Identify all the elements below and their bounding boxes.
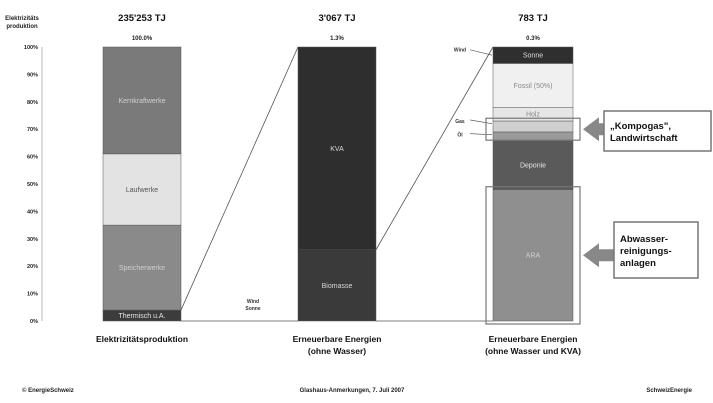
side-label: Sonne — [245, 306, 260, 312]
callout-text: Landwirtschaft — [610, 133, 678, 144]
callout-text: reinigungs- — [620, 246, 672, 257]
bar-segment — [492, 46, 574, 64]
bar-segment — [297, 46, 377, 251]
footer-center: Glashaus-Anmerkungen, 7. Juli 2007 — [300, 388, 405, 394]
callout-text: Abwasser- — [620, 234, 668, 245]
segment-label: Thermisch u.A. — [118, 313, 165, 320]
category-label: Elektrizitätsproduktion — [96, 334, 188, 344]
y-tick-label: 80% — [27, 100, 38, 106]
side-label: Öl — [457, 132, 463, 139]
segment-label: ARA — [526, 253, 541, 260]
callout-1: „Kompogas",Landwirtschaft — [583, 110, 712, 152]
bar-segment — [492, 63, 574, 108]
callout-group: „Kompogas",Landwirtschaft Abwasser-reinig… — [583, 110, 712, 279]
bar-3: 783 TJ 0.3% ARA Deponie Holz Fossil (50%) Sonn… — [485, 13, 581, 356]
callout-box — [613, 221, 699, 279]
y-tick-label: 30% — [27, 237, 38, 243]
callout-arrow — [583, 117, 604, 142]
callout-text: anlagen — [620, 258, 656, 269]
category-label: Erneuerbare Energien — [489, 334, 578, 344]
y-tick-label: 40% — [27, 209, 38, 215]
footer: © EnergieSchweiz Glashaus-Anmerkungen, 7… — [22, 387, 693, 394]
bar-total-label: 235'253 TJ — [118, 13, 166, 24]
category-label: (ohne Wasser) — [308, 346, 366, 356]
y-tick-label: 0% — [30, 319, 38, 325]
y-axis: 0% 10% 20% 30% 40% 50% 60% 70% 80% 90% 100% Elektri… — [5, 16, 43, 325]
y-tick-label: 90% — [27, 72, 38, 78]
footer-left: © EnergieSchweiz — [22, 387, 74, 394]
bar-share-label: 0.3% — [526, 36, 540, 42]
segment-label: Laufwerke — [126, 187, 158, 194]
leader-line — [469, 133, 493, 135]
category-label: Erneuerbare Energien — [293, 334, 382, 344]
y-tick-label: 70% — [27, 127, 38, 133]
segment-label: Kernkraftwerke — [118, 98, 165, 105]
segment-label: Deponie — [520, 162, 546, 169]
connector-line — [375, 46, 494, 250]
category-label: (ohne Wasser und KVA) — [485, 346, 581, 356]
y-tick-label: 100% — [24, 45, 38, 51]
segment-label: Fossil (50%) — [514, 83, 553, 90]
bar-share-label: 100.0% — [132, 36, 153, 42]
segment-label: KVA — [330, 146, 344, 153]
bar-2: 3'067 TJ 1.3% Biomasse KVA Erneuerbare Energ… — [293, 13, 382, 356]
segment-label: Holz — [526, 112, 541, 119]
y-tick-label: 60% — [27, 155, 38, 161]
bar-segment — [492, 120, 574, 133]
bar-segment — [102, 46, 182, 155]
callout-text: „Kompogas", — [610, 121, 671, 132]
footer-right: SchweizEnergie — [646, 388, 692, 394]
bar-segment — [297, 249, 377, 322]
bar-1: 235'253 TJ 100.0% Thermisch u.A. Speicherwe… — [96, 13, 188, 344]
bar-segment — [102, 224, 182, 311]
connector-line — [180, 46, 299, 311]
bar-segment — [102, 153, 182, 226]
segment-label: Speicherwerke — [119, 265, 165, 272]
callout-2: Abwasser-reinigungs-anlagen — [583, 221, 699, 279]
y-axis-label: Elektrizitäts — [5, 16, 39, 22]
leader-line — [469, 49, 493, 56]
bar-total-label: 3'067 TJ — [318, 13, 355, 24]
bar-segment — [492, 139, 574, 190]
leader-line — [469, 119, 493, 125]
bar-segment — [492, 189, 574, 322]
side-label: Gas — [455, 119, 465, 125]
bar-share-label: 1.3% — [330, 36, 344, 42]
y-tick-label: 10% — [27, 292, 38, 298]
side-label: Wind — [247, 299, 259, 305]
y-tick-label: 50% — [27, 182, 38, 188]
highlight-box-ara — [485, 186, 581, 325]
connector-lines — [180, 46, 494, 322]
highlight-boxes — [485, 117, 581, 325]
bar-group: 235'253 TJ 100.0% Thermisch u.A. Speicherwe… — [96, 13, 581, 356]
y-tick-label: 20% — [27, 264, 38, 270]
callout-box — [603, 110, 712, 152]
callout-arrow — [583, 243, 614, 268]
side-label: Wind — [454, 48, 466, 54]
highlight-box-landwirtschaft — [485, 117, 581, 141]
segment-label: Sonne — [523, 53, 543, 60]
bar-segment — [492, 131, 574, 141]
segment-label: Biomasse — [322, 283, 353, 290]
y-axis-label: produktion — [6, 24, 38, 30]
bar-total-label: 783 TJ — [518, 13, 548, 24]
